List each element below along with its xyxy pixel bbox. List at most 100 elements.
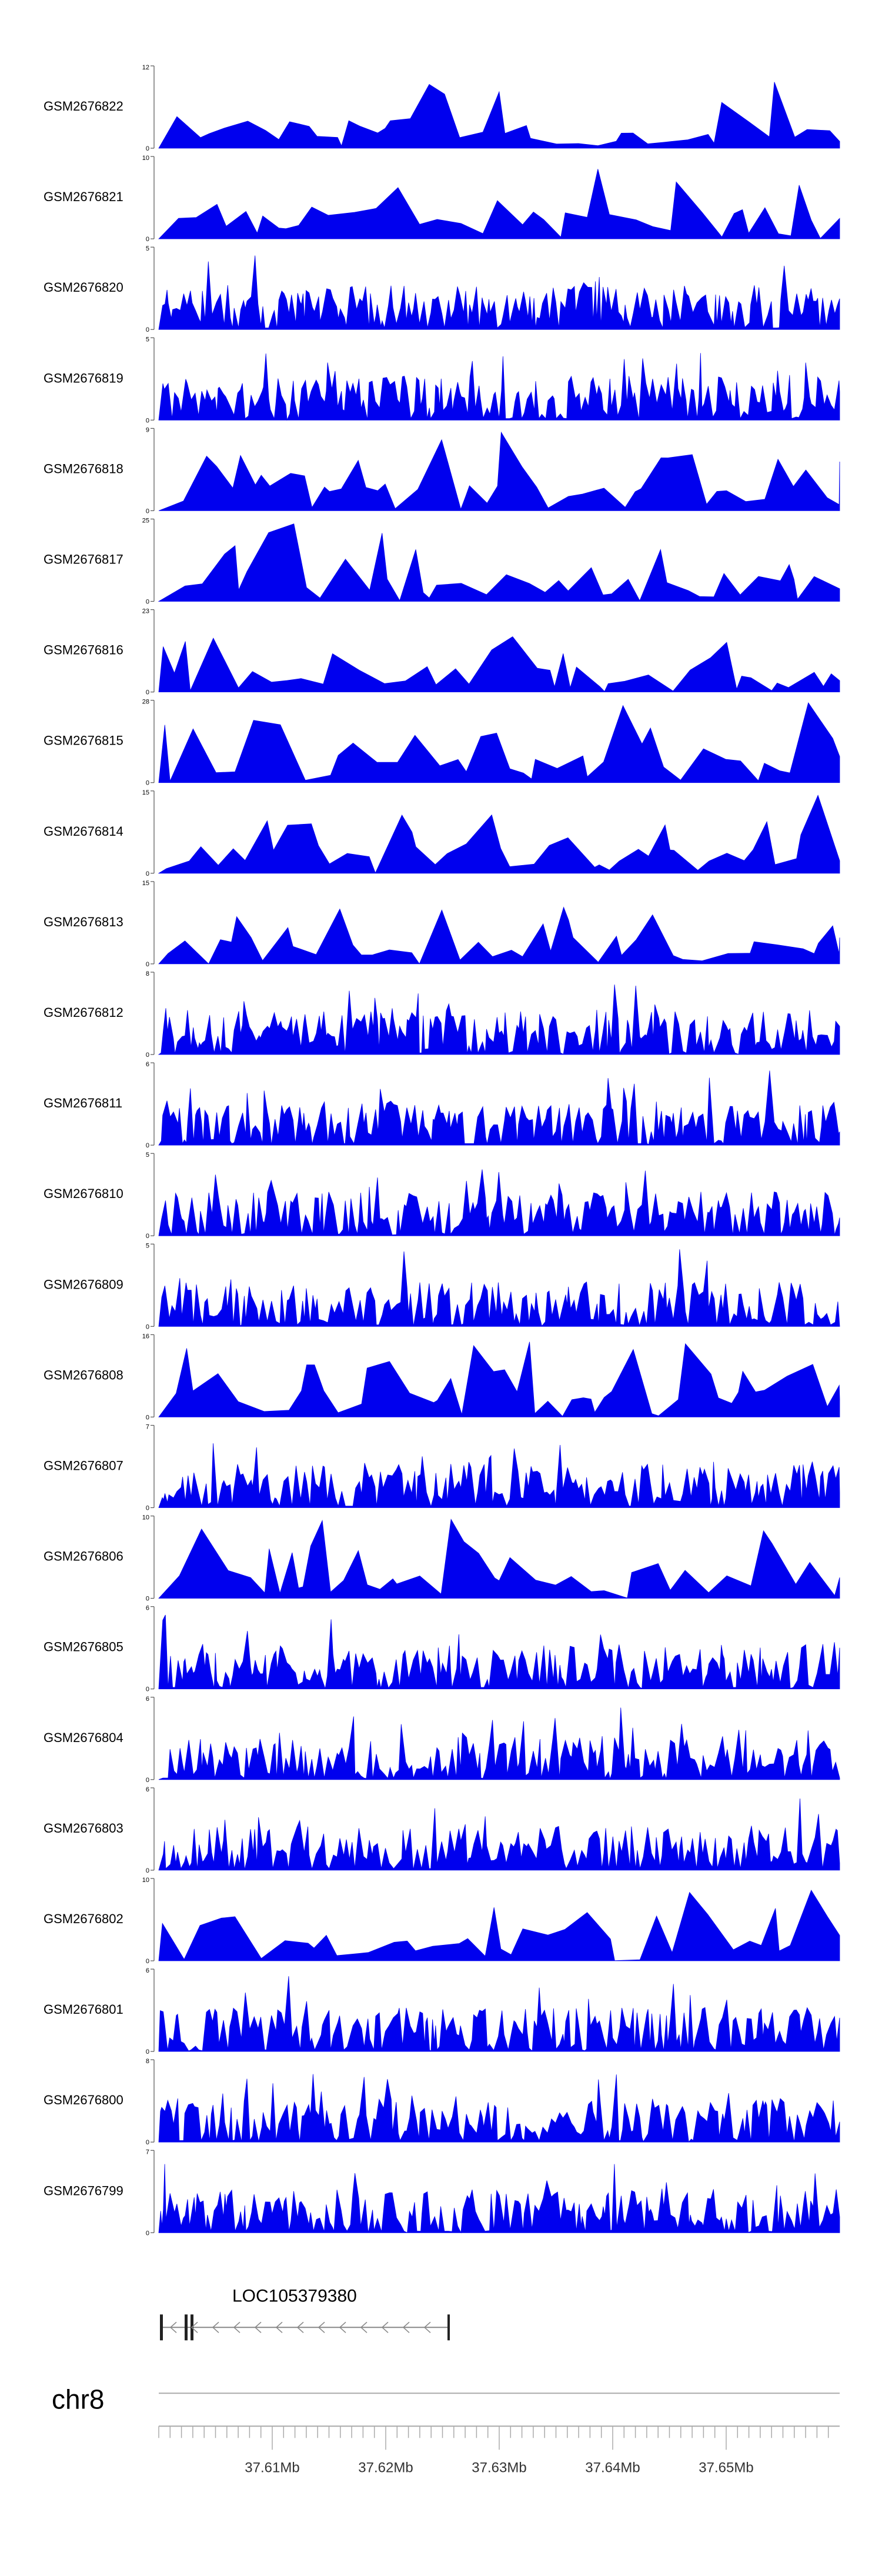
y-max-label-GSM2676822: 12 bbox=[142, 64, 149, 71]
coverage-area-GSM2676808 bbox=[158, 1342, 840, 1417]
coverage-area-GSM2676815 bbox=[158, 702, 840, 783]
strand-arrow bbox=[381, 2321, 389, 2333]
y-min-label-GSM2676801: 0 bbox=[146, 2048, 149, 2056]
coverage-area-GSM2676817 bbox=[158, 523, 840, 602]
strand-arrow bbox=[402, 2321, 410, 2333]
y-min-label-GSM2676812: 0 bbox=[146, 1052, 149, 1059]
y-max-label-GSM2676805: 6 bbox=[146, 1605, 149, 1612]
coverage-area-GSM2676806 bbox=[158, 1519, 840, 1599]
y-min-label-GSM2676802: 0 bbox=[146, 1958, 149, 1965]
track-label-GSM2676810: GSM2676810 bbox=[44, 1186, 123, 1201]
track-label-GSM2676821: GSM2676821 bbox=[44, 189, 123, 204]
y-min-label-GSM2676814: 0 bbox=[146, 870, 149, 877]
y-min-label-GSM2676806: 0 bbox=[146, 1596, 149, 1603]
track-label-GSM2676804: GSM2676804 bbox=[44, 1730, 123, 1745]
coverage-area-GSM2676814 bbox=[158, 795, 840, 874]
y-min-label-GSM2676809: 0 bbox=[146, 1323, 149, 1330]
gene-exon-start bbox=[160, 2314, 163, 2341]
y-max-label-GSM2676803: 6 bbox=[146, 1786, 149, 1793]
track-label-GSM2676805: GSM2676805 bbox=[44, 1640, 123, 1654]
y-min-label-GSM2676803: 0 bbox=[146, 1867, 149, 1874]
y-max-label-GSM2676814: 15 bbox=[142, 789, 149, 796]
coverage-area-GSM2676809 bbox=[158, 1249, 840, 1327]
coverage-area-GSM2676803 bbox=[158, 1798, 840, 1871]
y-max-label-GSM2676802: 10 bbox=[142, 1877, 149, 1884]
track-label-GSM2676813: GSM2676813 bbox=[44, 915, 123, 929]
strand-arrow bbox=[423, 2321, 431, 2333]
y-min-label-GSM2676816: 0 bbox=[146, 689, 149, 696]
y-min-label-GSM2676815: 0 bbox=[146, 780, 149, 787]
y-min-label-GSM2676811: 0 bbox=[146, 1142, 149, 1149]
coverage-area-GSM2676801 bbox=[158, 1976, 840, 2052]
y-max-label-GSM2676809: 5 bbox=[146, 1242, 149, 1249]
track-label-GSM2676799: GSM2676799 bbox=[44, 2183, 123, 2198]
strand-arrow bbox=[360, 2321, 368, 2333]
track-label-GSM2676818: GSM2676818 bbox=[44, 461, 123, 476]
track-label-GSM2676802: GSM2676802 bbox=[44, 1911, 123, 1926]
track-label-GSM2676817: GSM2676817 bbox=[44, 552, 123, 567]
x-tick-label-3: 37.64Mb bbox=[585, 2460, 640, 2475]
y-min-label-GSM2676808: 0 bbox=[146, 1414, 149, 1421]
strand-arrow bbox=[169, 2321, 177, 2333]
y-min-label-GSM2676799: 0 bbox=[146, 2230, 149, 2237]
strand-arrow bbox=[233, 2321, 240, 2333]
track-label-GSM2676809: GSM2676809 bbox=[44, 1277, 123, 1292]
track-label-GSM2676816: GSM2676816 bbox=[44, 643, 123, 658]
coverage-area-GSM2676818 bbox=[158, 431, 840, 511]
y-max-label-GSM2676804: 6 bbox=[146, 1696, 149, 1703]
y-min-label-GSM2676804: 0 bbox=[146, 1777, 149, 1784]
track-label-GSM2676811: GSM2676811 bbox=[44, 1096, 122, 1110]
y-max-label-GSM2676800: 8 bbox=[146, 2058, 149, 2065]
coverage-area-GSM2676820 bbox=[158, 255, 840, 330]
coverage-area-GSM2676799 bbox=[158, 2164, 840, 2234]
track-label-GSM2676820: GSM2676820 bbox=[44, 280, 123, 295]
y-max-label-GSM2676819: 5 bbox=[146, 336, 149, 343]
x-tick-label-1: 37.62Mb bbox=[358, 2460, 413, 2475]
coverage-area-GSM2676819 bbox=[158, 353, 840, 421]
y-min-label-GSM2676818: 0 bbox=[146, 508, 149, 515]
y-min-label-GSM2676821: 0 bbox=[146, 236, 149, 243]
strand-arrow bbox=[275, 2321, 283, 2333]
track-label-GSM2676800: GSM2676800 bbox=[44, 2093, 123, 2107]
coverage-area-GSM2676816 bbox=[158, 636, 840, 692]
coverage-area-GSM2676800 bbox=[158, 2074, 840, 2143]
track-label-GSM2676801: GSM2676801 bbox=[44, 2002, 123, 2017]
y-max-label-GSM2676801: 6 bbox=[146, 1967, 149, 1974]
x-tick-label-0: 37.61Mb bbox=[245, 2460, 299, 2475]
y-min-label-GSM2676813: 0 bbox=[146, 961, 149, 968]
coverage-area-GSM2676821 bbox=[158, 169, 840, 239]
y-min-label-GSM2676800: 0 bbox=[146, 2139, 149, 2146]
coverage-area-GSM2676805 bbox=[158, 1614, 840, 1690]
y-min-label-GSM2676819: 0 bbox=[146, 417, 149, 424]
track-label-GSM2676807: GSM2676807 bbox=[44, 1459, 123, 1473]
x-tick-label-2: 37.63Mb bbox=[472, 2460, 526, 2475]
strand-arrow bbox=[254, 2321, 262, 2333]
y-max-label-GSM2676818: 9 bbox=[146, 426, 149, 433]
y-max-label-GSM2676813: 15 bbox=[142, 880, 149, 887]
coverage-area-GSM2676822 bbox=[158, 82, 840, 149]
y-min-label-GSM2676810: 0 bbox=[146, 1233, 149, 1240]
y-min-label-GSM2676817: 0 bbox=[146, 599, 149, 606]
coverage-area-GSM2676812 bbox=[158, 985, 840, 1055]
y-max-label-GSM2676815: 28 bbox=[142, 699, 149, 706]
y-max-label-GSM2676812: 8 bbox=[146, 970, 149, 977]
track-label-GSM2676819: GSM2676819 bbox=[44, 371, 123, 385]
y-max-label-GSM2676817: 25 bbox=[142, 518, 149, 525]
coverage-area-GSM2676813 bbox=[158, 906, 840, 965]
coverage-area-GSM2676802 bbox=[158, 1890, 840, 1961]
track-label-GSM2676808: GSM2676808 bbox=[44, 1367, 123, 1382]
coverage-area-GSM2676810 bbox=[158, 1169, 840, 1236]
coverage-area-GSM2676811 bbox=[158, 1070, 840, 1146]
gene-exon-end bbox=[447, 2314, 450, 2341]
strand-arrow bbox=[191, 2321, 198, 2333]
strand-arrow bbox=[296, 2321, 304, 2333]
track-label-GSM2676814: GSM2676814 bbox=[44, 824, 123, 839]
chromosome-label: chr8 bbox=[52, 2384, 104, 2414]
strand-arrow bbox=[339, 2321, 346, 2333]
strand-arrow bbox=[212, 2321, 219, 2333]
track-label-GSM2676812: GSM2676812 bbox=[44, 1005, 123, 1020]
track-label-GSM2676806: GSM2676806 bbox=[44, 1549, 123, 1564]
track-label-GSM2676815: GSM2676815 bbox=[44, 733, 123, 748]
